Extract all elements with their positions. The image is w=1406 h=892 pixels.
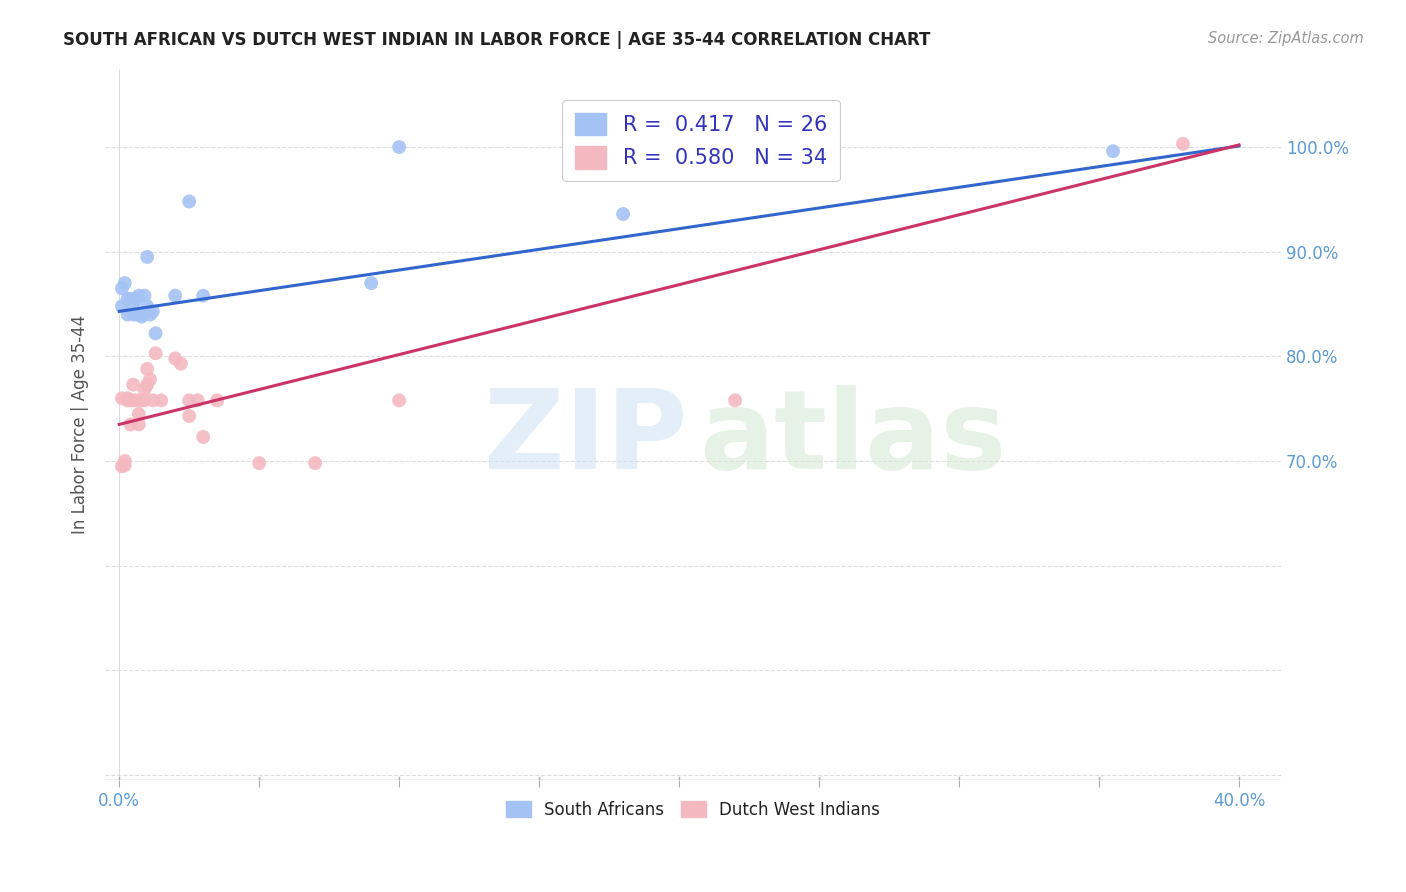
Point: [120, 393, 142, 408]
Point: [150, 393, 173, 408]
Point: [724, 393, 747, 408]
Point: [117, 393, 139, 408]
Point: [193, 288, 215, 302]
Point: [145, 346, 167, 360]
Point: [120, 292, 142, 306]
Point: [139, 308, 162, 322]
Point: [117, 391, 139, 405]
Point: [131, 310, 153, 324]
Point: [179, 194, 201, 209]
Point: [111, 459, 134, 474]
Point: [125, 308, 148, 322]
Point: [205, 393, 228, 408]
Point: [125, 393, 148, 408]
Point: [136, 299, 159, 313]
Text: SOUTH AFRICAN VS DUTCH WEST INDIAN IN LABOR FORCE | AGE 35-44 CORRELATION CHART: SOUTH AFRICAN VS DUTCH WEST INDIAN IN LA…: [63, 31, 931, 49]
Point: [136, 362, 159, 376]
Point: [117, 292, 139, 306]
Point: [179, 409, 201, 423]
Point: [145, 326, 167, 341]
Point: [139, 372, 162, 386]
Point: [111, 281, 134, 295]
Point: [165, 351, 187, 366]
Point: [388, 140, 411, 154]
Point: [122, 377, 145, 392]
Point: [134, 393, 156, 408]
Point: [122, 308, 145, 322]
Point: [1171, 136, 1194, 151]
Text: Source: ZipAtlas.com: Source: ZipAtlas.com: [1208, 31, 1364, 46]
Point: [128, 417, 150, 432]
Point: [111, 391, 134, 405]
Point: [125, 292, 148, 306]
Point: [117, 308, 139, 322]
Point: [136, 377, 159, 392]
Point: [1102, 145, 1125, 159]
Point: [131, 393, 153, 408]
Point: [114, 454, 136, 468]
Point: [187, 393, 209, 408]
Point: [111, 299, 134, 313]
Point: [388, 393, 411, 408]
Point: [134, 288, 156, 302]
Point: [122, 297, 145, 311]
Point: [122, 393, 145, 408]
Point: [247, 456, 270, 470]
Y-axis label: In Labor Force | Age 35-44: In Labor Force | Age 35-44: [72, 315, 89, 534]
Legend: South Africans, Dutch West Indians: South Africans, Dutch West Indians: [499, 794, 887, 825]
Point: [360, 276, 382, 290]
Point: [179, 393, 201, 408]
Point: [142, 393, 165, 408]
Point: [612, 207, 634, 221]
Point: [304, 456, 326, 470]
Text: atlas: atlas: [699, 385, 1007, 492]
Text: ZIP: ZIP: [484, 385, 688, 492]
Point: [120, 417, 142, 432]
Point: [136, 250, 159, 264]
Point: [193, 430, 215, 444]
Point: [114, 458, 136, 473]
Point: [128, 407, 150, 421]
Point: [114, 276, 136, 290]
Point: [142, 304, 165, 318]
Point: [134, 383, 156, 397]
Point: [131, 308, 153, 322]
Point: [128, 288, 150, 302]
Point: [165, 288, 187, 302]
Point: [170, 357, 193, 371]
